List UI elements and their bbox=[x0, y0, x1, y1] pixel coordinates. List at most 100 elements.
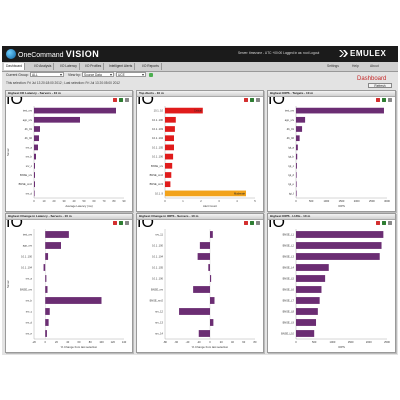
chart-bar[interactable] bbox=[210, 275, 212, 282]
settings-icon[interactable] bbox=[256, 221, 260, 225]
view-by-secondary-select[interactable]: UCE bbox=[116, 72, 146, 77]
settings-icon[interactable] bbox=[256, 98, 260, 102]
chart-bar[interactable] bbox=[296, 135, 300, 142]
chart-bar[interactable] bbox=[45, 319, 49, 326]
pdf-export-icon[interactable] bbox=[376, 98, 380, 102]
chart-bar[interactable] bbox=[210, 319, 214, 326]
chart-bar[interactable] bbox=[43, 264, 46, 271]
excel-export-icon[interactable] bbox=[119, 221, 123, 225]
excel-export-icon[interactable] bbox=[119, 98, 123, 102]
chart-bar[interactable] bbox=[296, 116, 306, 123]
chart-bar[interactable] bbox=[165, 181, 171, 188]
chart-bar[interactable] bbox=[34, 107, 116, 114]
chart-bar[interactable] bbox=[165, 144, 174, 151]
chart-bar[interactable] bbox=[197, 253, 210, 260]
chart-bar[interactable] bbox=[296, 126, 303, 132]
tab-io-reports[interactable]: I/O Reports bbox=[140, 63, 162, 70]
chart-bar[interactable] bbox=[34, 181, 35, 188]
excel-export-icon[interactable] bbox=[250, 221, 254, 225]
chart-bar[interactable] bbox=[296, 190, 297, 197]
settings-icon[interactable] bbox=[388, 98, 392, 102]
chart-bar[interactable] bbox=[34, 172, 35, 178]
category-label: srv_e bbox=[26, 332, 33, 336]
chart-bar[interactable] bbox=[165, 107, 203, 114]
chart-bar[interactable] bbox=[34, 126, 40, 132]
chart-bar[interactable] bbox=[193, 286, 210, 293]
chart-bar[interactable] bbox=[296, 330, 315, 337]
pdf-export-icon[interactable] bbox=[244, 98, 248, 102]
tab-io-profiles[interactable]: I/O Profiles bbox=[83, 63, 105, 70]
settings-icon[interactable] bbox=[125, 98, 129, 102]
settings-icon[interactable] bbox=[388, 221, 392, 225]
chart-bar[interactable] bbox=[198, 330, 210, 337]
settings-link[interactable]: Settings bbox=[327, 64, 339, 68]
tab-intelligent-alerts[interactable]: Intelligent Alerts bbox=[107, 63, 136, 70]
chart-bar[interactable] bbox=[165, 126, 175, 132]
chart-bar[interactable] bbox=[45, 308, 50, 315]
chart-bar[interactable] bbox=[296, 181, 297, 188]
chart-bar[interactable] bbox=[296, 153, 298, 160]
tab-dashboard[interactable]: Dashboard bbox=[4, 63, 26, 70]
chart-bar[interactable] bbox=[45, 286, 48, 293]
chart-bar[interactable] bbox=[296, 264, 329, 271]
chart-bar[interactable] bbox=[296, 231, 384, 238]
chart-bar[interactable] bbox=[45, 330, 47, 337]
refresh-button[interactable]: Refresh bbox=[368, 83, 392, 88]
chart-bar[interactable] bbox=[165, 153, 174, 160]
chart-bar[interactable] bbox=[296, 286, 322, 293]
chart-bar[interactable] bbox=[296, 275, 326, 282]
chart-bar[interactable] bbox=[296, 297, 320, 304]
tab-io-latency[interactable]: I/O Latency bbox=[58, 63, 80, 70]
chart-bar[interactable] bbox=[45, 297, 102, 304]
category-label: tgt_d bbox=[288, 173, 294, 177]
chart-bar[interactable] bbox=[296, 162, 297, 169]
current-group-select[interactable]: ALL bbox=[30, 72, 64, 77]
chart-bar[interactable] bbox=[34, 144, 38, 151]
chart-bar[interactable] bbox=[45, 242, 61, 249]
chart-bar[interactable] bbox=[296, 242, 382, 249]
chart-bar[interactable] bbox=[296, 319, 317, 326]
x-tick-label: 20 bbox=[53, 199, 56, 203]
category-label: srv_c bbox=[26, 310, 33, 314]
chart-bar[interactable] bbox=[45, 253, 49, 260]
chart-bar[interactable] bbox=[34, 190, 35, 197]
chart-bar[interactable] bbox=[165, 116, 176, 123]
pdf-export-icon[interactable] bbox=[113, 98, 117, 102]
chart-bar[interactable] bbox=[296, 172, 297, 178]
chart-bar[interactable] bbox=[296, 144, 298, 151]
pdf-export-icon[interactable] bbox=[113, 221, 117, 225]
chart-bar[interactable] bbox=[165, 135, 174, 142]
chart-bar[interactable] bbox=[34, 162, 35, 169]
chart-bar[interactable] bbox=[296, 253, 380, 260]
view-by-select[interactable]: Source Data bbox=[82, 72, 114, 77]
chart-bar[interactable] bbox=[296, 308, 318, 315]
chart-bar[interactable] bbox=[210, 231, 213, 238]
chart-bar[interactable] bbox=[34, 116, 80, 123]
chart-bar[interactable] bbox=[34, 153, 36, 160]
x-tick-label: 120 bbox=[111, 340, 116, 344]
chart-bar[interactable] bbox=[210, 297, 215, 304]
chart-bar[interactable] bbox=[45, 231, 69, 238]
chart-bar[interactable] bbox=[34, 135, 39, 142]
chart-bar[interactable] bbox=[179, 308, 210, 315]
settings-icon[interactable] bbox=[125, 221, 129, 225]
tab-io-analysis[interactable]: I/O Analysis bbox=[32, 63, 55, 70]
chart-bar[interactable] bbox=[165, 172, 172, 178]
x-tick-label: 2 bbox=[200, 199, 202, 203]
chart-bar[interactable] bbox=[296, 107, 384, 114]
bar-data-label: Critical bbox=[194, 109, 202, 113]
excel-export-icon[interactable] bbox=[382, 221, 386, 225]
help-link[interactable]: Help bbox=[352, 64, 359, 68]
chart-bar[interactable] bbox=[45, 275, 47, 282]
about-link[interactable]: About bbox=[370, 64, 379, 68]
excel-export-icon[interactable] bbox=[382, 98, 386, 102]
excel-export-icon[interactable] bbox=[250, 98, 254, 102]
chart-bar[interactable] bbox=[208, 264, 210, 271]
chart-bar[interactable] bbox=[199, 242, 210, 249]
chart-bar[interactable] bbox=[165, 162, 173, 169]
apply-filter-icon[interactable] bbox=[149, 72, 153, 77]
category-label: app_srv bbox=[285, 118, 295, 122]
pdf-export-icon[interactable] bbox=[244, 221, 248, 225]
chart-bar[interactable] bbox=[165, 190, 246, 197]
pdf-export-icon[interactable] bbox=[376, 221, 380, 225]
